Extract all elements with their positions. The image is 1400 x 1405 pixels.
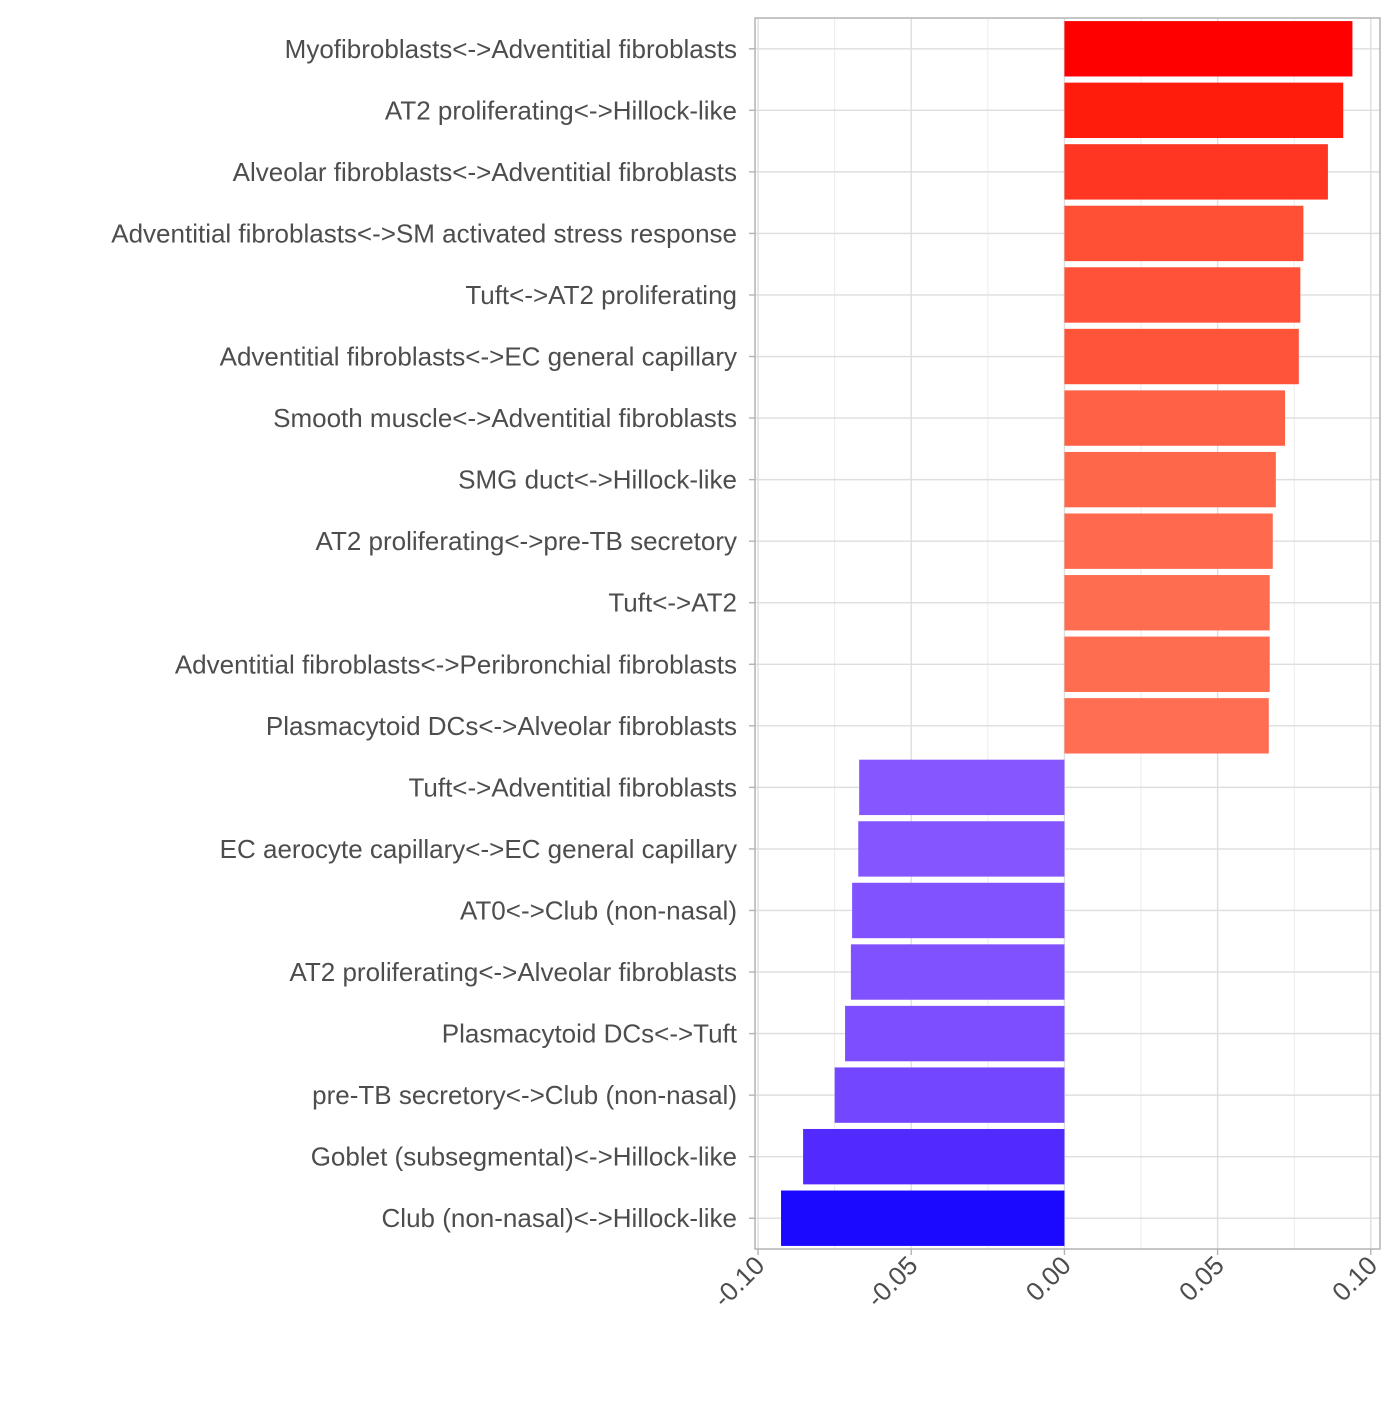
x-tick-label: -0.05 [860,1250,923,1313]
bar [1064,267,1301,323]
panel-border [754,17,1381,1250]
y-tick-label: AT2 proliferating<->Alveolar fibroblasts [289,957,737,987]
x-tick-label: 0.10 [1326,1250,1383,1307]
x-tick-label: 0.05 [1173,1250,1230,1307]
y-tick-label: Myofibroblasts<->Adventitial fibroblasts [285,34,737,64]
y-tick-label: Goblet (subsegmental)<->Hillock-like [311,1142,737,1172]
bar [834,1067,1065,1123]
bar [781,1190,1065,1246]
bar [852,882,1065,939]
bar [859,759,1065,816]
y-tick-label: Adventitial fibroblasts<->SM activated s… [111,218,737,248]
bar [1064,698,1269,754]
bar [1064,513,1273,569]
bar [1064,390,1286,446]
y-tick-label: Alveolar fibroblasts<->Adventitial fibro… [233,157,737,187]
y-tick-label: Plasmacytoid DCs<->Alveolar fibroblasts [266,711,737,741]
bar [858,821,1065,877]
bar [803,1128,1065,1185]
bar [1064,575,1270,631]
y-tick-label: AT0<->Club (non-nasal) [460,895,737,925]
y-tick-label: Tuft<->Adventitial fibroblasts [408,772,737,802]
bar [1064,451,1276,508]
x-tick-label: -0.10 [707,1250,770,1313]
y-tick-label: Adventitial fibroblasts<->Peribronchial … [175,649,737,679]
bar [1064,144,1328,200]
y-tick-label: Plasmacytoid DCs<->Tuft [442,1019,738,1049]
bar [845,1005,1065,1062]
bar [1064,328,1299,385]
y-tick-label: Tuft<->AT2 proliferating [465,280,737,310]
y-tick-label: Tuft<->AT2 [608,588,737,618]
y-tick-label: Club (non-nasal)<->Hillock-like [382,1203,737,1233]
bar [1064,205,1304,262]
y-tick-label: AT2 proliferating<->pre-TB secretory [316,526,737,556]
y-tick-label: pre-TB secretory<->Club (non-nasal) [312,1080,737,1110]
bar [1064,82,1344,139]
bar [1064,21,1353,77]
y-tick-label: EC aerocyte capillary<->EC general capil… [220,834,737,864]
x-tick-label: 0.00 [1020,1250,1077,1307]
bar [850,944,1065,1000]
y-tick-label: Adventitial fibroblasts<->EC general cap… [220,342,737,372]
y-tick-label: Smooth muscle<->Adventitial fibroblasts [273,403,737,433]
y-tick-label: AT2 proliferating<->Hillock-like [385,95,737,125]
bar [1064,636,1270,692]
y-tick-label: SMG duct<->Hillock-like [458,465,737,495]
